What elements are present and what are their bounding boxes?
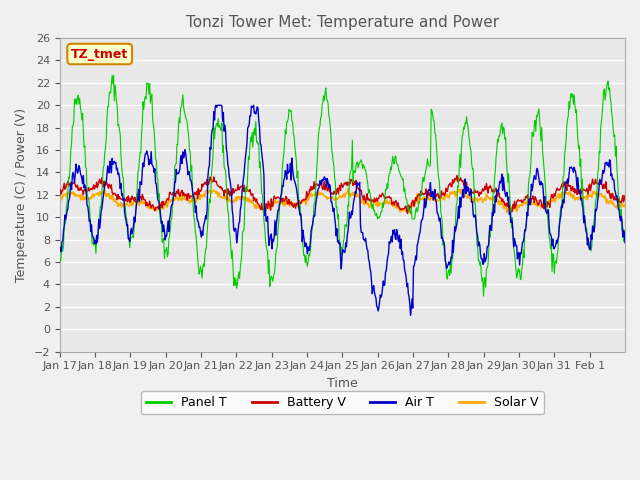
Legend: Panel T, Battery V, Air T, Solar V: Panel T, Battery V, Air T, Solar V <box>141 391 544 414</box>
Text: TZ_tmet: TZ_tmet <box>71 48 129 60</box>
Y-axis label: Temperature (C) / Power (V): Temperature (C) / Power (V) <box>15 108 28 282</box>
X-axis label: Time: Time <box>327 377 358 390</box>
Title: Tonzi Tower Met: Temperature and Power: Tonzi Tower Met: Temperature and Power <box>186 15 499 30</box>
